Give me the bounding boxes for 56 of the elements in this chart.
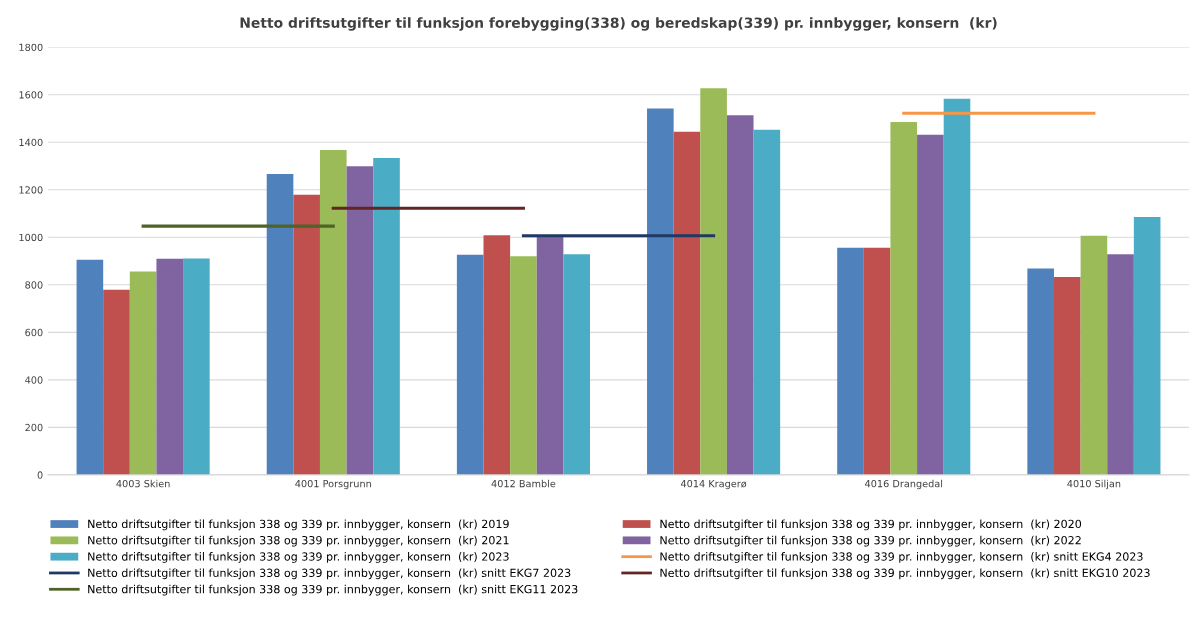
bar xyxy=(346,166,374,475)
bar xyxy=(837,247,864,475)
bar xyxy=(319,150,347,475)
bar xyxy=(483,235,511,475)
y-tick-label: 800 xyxy=(25,281,43,289)
legend-label: Netto driftsutgifter til funksjon 338 og 339 pr. innbygger, konsern (kr) snitt EKG10 2023 xyxy=(660,568,1150,580)
legend-label: Netto driftsutgifter til funksjon 338 og 339 pr. innbygger, konsern (kr) 2022 xyxy=(660,535,1081,547)
x-tick-label: 4012 Bamble xyxy=(491,479,556,488)
bar xyxy=(156,258,184,475)
bar xyxy=(76,259,104,475)
bar xyxy=(1080,235,1108,475)
bar xyxy=(1027,268,1054,475)
x-tick-label: 4010 Siljan xyxy=(1067,479,1121,490)
bar xyxy=(510,256,537,475)
bar xyxy=(129,271,157,475)
bar xyxy=(890,122,918,475)
y-tick-label: 1800 xyxy=(19,43,43,52)
bar xyxy=(943,98,971,475)
legend-label: Netto driftsutgifter til funksjon 338 og 339 pr. innbygger, konsern (kr) 2020 xyxy=(660,519,1082,531)
x-tick-label: 4001 Porsgrunn xyxy=(295,479,371,490)
y-tick-label: 0 xyxy=(37,471,43,479)
legend-label: Netto driftsutgifter til funksjon 338 og 339 pr. innbygger, konsern (kr) 2021 xyxy=(88,535,509,547)
bar xyxy=(917,134,944,475)
bar xyxy=(266,174,294,475)
y-tick-label: 1400 xyxy=(19,138,43,147)
y-tick-label: 600 xyxy=(25,328,43,337)
bar xyxy=(563,254,590,475)
y-tick-label: 1600 xyxy=(19,91,43,99)
bar xyxy=(726,115,754,475)
y-tick-label: 1000 xyxy=(19,233,43,242)
bar xyxy=(1107,254,1134,475)
bar xyxy=(647,108,674,475)
legend-label: Netto driftsutgifter til funksjon 338 og 339 pr. innbygger, konsern (kr) snitt EKG4 2023 xyxy=(660,552,1143,563)
bar xyxy=(863,247,891,475)
legend-label: Netto driftsutgifter til funksjon 338 og 339 pr. innbygger, konsern (kr) snitt EKG7 2023 xyxy=(88,568,571,580)
y-tick-label: 400 xyxy=(25,376,43,384)
bar xyxy=(673,131,701,475)
y-tick-label: 1200 xyxy=(19,186,43,194)
bar xyxy=(456,254,484,475)
bar xyxy=(183,258,210,475)
x-tick-label: 4003 Skien xyxy=(116,479,170,488)
x-tick-label: 4014 Kragerø xyxy=(680,479,747,490)
bar xyxy=(700,88,727,475)
y-tick-label: 200 xyxy=(25,423,43,432)
bar xyxy=(1133,217,1161,475)
legend-label: Netto driftsutgifter til funksjon 338 og 339 pr. innbygger, konsern (kr) 2023 xyxy=(88,552,509,563)
chart-title: Netto driftsutgifter til funksjon forebygging(338) og beredskap(339) pr. innbygger, konsern (kr) xyxy=(240,17,997,31)
bar xyxy=(373,157,400,475)
bar xyxy=(1053,276,1081,475)
legend-label: Netto driftsutgifter til funksjon 338 og 339 pr. innbygger, konsern (kr) snitt EKG11 2023 xyxy=(88,584,578,596)
bar xyxy=(536,236,564,475)
bar xyxy=(753,129,781,475)
legend-label: Netto driftsutgifter til funksjon 338 og 339 pr. innbygger, konsern (kr) 2019 xyxy=(88,519,509,531)
bar xyxy=(103,289,130,475)
x-tick-label: 4016 Drangedal xyxy=(865,479,943,490)
bar xyxy=(293,194,320,475)
